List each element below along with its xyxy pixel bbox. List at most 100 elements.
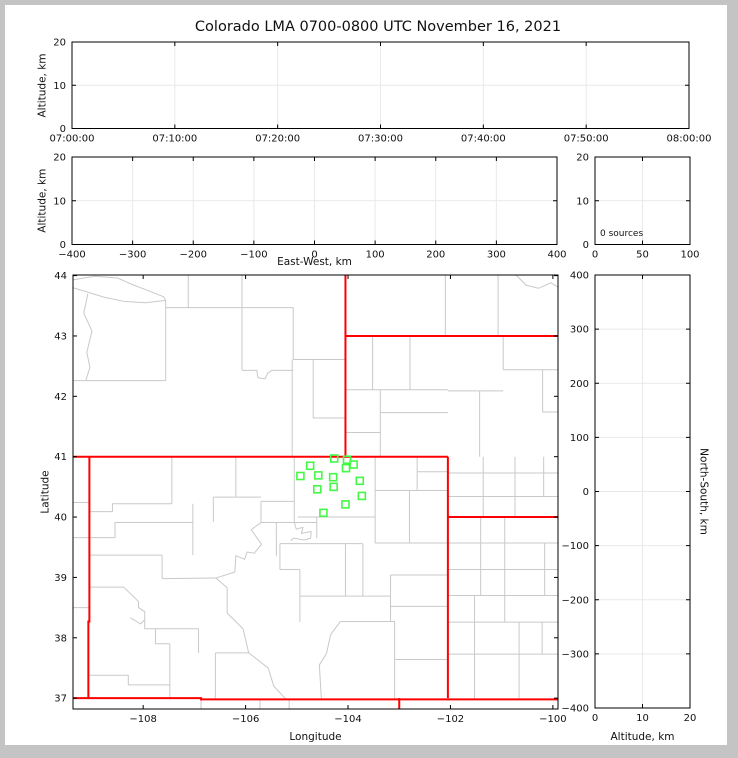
y-tick-label: 0 (60, 124, 66, 135)
y-tick-label: 38 (54, 633, 67, 644)
time-panel-ylabel: Altitude, km (37, 53, 49, 117)
altitude_histogram_panel-tick-labels: 0 50 100 0 10 20 (576, 153, 699, 261)
eastwest_altitude_panel-ticks (71, 156, 558, 245)
y-tick-label: 300 (570, 325, 589, 336)
x-tick-label: 07:10:00 (152, 134, 197, 145)
y-tick-label: 42 (54, 392, 67, 403)
x-tick-label: −106 (232, 714, 259, 725)
x-tick-label: 100 (366, 250, 385, 261)
northsouth_altitude_panel-tick-labels: 0 10 20 400 300 200 100 0 −100 −200 −300 −400 (562, 271, 697, 725)
lma-station-marker (341, 463, 351, 473)
eastwest_altitude_panel-tick-labels: −400 −300 −200 −100 0 100 200 300 400 0 10 20 (53, 153, 566, 261)
state-border-line (73, 697, 558, 701)
y-tick-label: 39 (54, 573, 67, 584)
y-tick-label: −300 (562, 649, 589, 660)
plan_view_map_panel-tick-labels: −108 −106 −104 −102 −100 37 38 39 40 41 42 43 44 (54, 271, 566, 725)
x-tick-label: −104 (334, 714, 361, 725)
y-tick-label: 10 (53, 196, 66, 207)
county-border-line (242, 369, 294, 380)
map-content (73, 275, 558, 709)
county-border-line (89, 674, 170, 686)
y-tick-label: 100 (570, 433, 589, 444)
x-tick-label: 20 (684, 713, 697, 724)
y-tick-label: 400 (570, 271, 589, 282)
y-tick-label: 43 (54, 331, 67, 342)
x-tick-label: −100 (539, 714, 566, 725)
y-tick-label: 44 (54, 271, 67, 282)
lma-stations (296, 454, 367, 518)
y-tick-label: 37 (54, 694, 67, 705)
x-tick-label: −108 (129, 714, 156, 725)
x-tick-label: 07:00:00 (50, 134, 95, 145)
county-border-line (89, 503, 172, 513)
x-tick-label: −400 (58, 250, 85, 261)
y-tick-label: 20 (576, 153, 589, 164)
ew-panel-xlabel: East-West, km (277, 256, 352, 268)
northsouth_altitude_panel-ticks (594, 274, 691, 709)
y-tick-label: 0 (583, 240, 589, 251)
x-tick-label: 07:20:00 (255, 134, 300, 145)
x-tick-label: −300 (119, 250, 146, 261)
map-ylabel: Latitude (40, 470, 52, 513)
state-border-line (87, 456, 91, 699)
x-tick-label: 0 (592, 713, 598, 724)
county-border-line (318, 621, 341, 700)
y-tick-label: 20 (53, 153, 66, 164)
y-tick-label: −100 (562, 541, 589, 552)
state-borders (73, 275, 558, 709)
x-tick-label: 08:00:00 (667, 134, 712, 145)
county-border-line (248, 652, 287, 700)
figure-title: Colorado LMA 0700-0800 UTC November 16, … (195, 19, 561, 35)
y-tick-label: 200 (570, 379, 589, 390)
lma-station-marker (357, 491, 367, 501)
y-tick-label: 0 (583, 487, 589, 498)
time_altitude_panel-gridlines (72, 42, 689, 129)
altitude-histogram-panel: 0 50 100 0 10 20 (576, 153, 699, 261)
y-tick-label: 0 (60, 240, 66, 251)
map-xlabel: Longitude (289, 731, 341, 743)
altitude_histogram_panel-gridlines (595, 157, 690, 245)
lma-station-marker (312, 484, 322, 494)
county-border-line (130, 617, 146, 625)
y-tick-label: 20 (53, 38, 66, 49)
x-tick-label: 50 (636, 250, 649, 261)
county-borders (73, 275, 558, 709)
lma-station-marker (341, 500, 350, 509)
altitude_histogram_panel-ticks (594, 156, 691, 245)
x-tick-label: 100 (680, 250, 699, 261)
lma-station-marker (329, 482, 338, 492)
source-count-annotation: 0 sources (600, 229, 643, 239)
lma-station-marker (328, 472, 338, 482)
x-tick-label: 0 (311, 250, 317, 261)
northsouth_altitude_panel-gridlines (595, 275, 690, 708)
county-border-line (290, 522, 312, 541)
x-tick-label: −100 (240, 250, 267, 261)
ns-panel-xlabel: Altitude, km (610, 731, 674, 743)
lma-station-marker (342, 455, 352, 465)
y-tick-label: 10 (53, 81, 66, 92)
x-tick-label: −102 (437, 714, 464, 725)
county-border-line (162, 577, 216, 580)
eastwest_altitude_panel-gridlines (72, 157, 557, 245)
x-tick-label: 07:40:00 (461, 134, 506, 145)
y-tick-label: 10 (576, 196, 589, 207)
y-tick-label: 40 (54, 513, 67, 524)
eastwest-altitude-panel: −400 −300 −200 −100 0 100 200 300 400 0 10 20 (53, 153, 566, 261)
lma-station-marker (314, 471, 323, 480)
county-border-line (89, 521, 193, 539)
x-tick-label: −200 (180, 250, 207, 261)
x-tick-label: 0 (592, 250, 598, 261)
time_altitude_panel-ticks (71, 41, 690, 129)
lma-station-marker (319, 508, 328, 518)
x-tick-label: 400 (547, 250, 566, 261)
northsouth-altitude-panel: 0 10 20 400 300 200 100 0 −100 −200 −300 −400 (562, 271, 697, 725)
lma-station-marker (296, 471, 305, 481)
lma-station-marker (355, 476, 365, 486)
ns-panel-ylabel: North-South, km (698, 448, 710, 535)
county-border-line (515, 275, 558, 289)
plan-view-map-panel: −108 −106 −104 −102 −100 37 38 39 40 41 42 43 44 (54, 271, 566, 725)
county-border-line (73, 275, 167, 304)
y-tick-label: −200 (562, 595, 589, 606)
ew-panel-ylabel: Altitude, km (37, 169, 49, 233)
